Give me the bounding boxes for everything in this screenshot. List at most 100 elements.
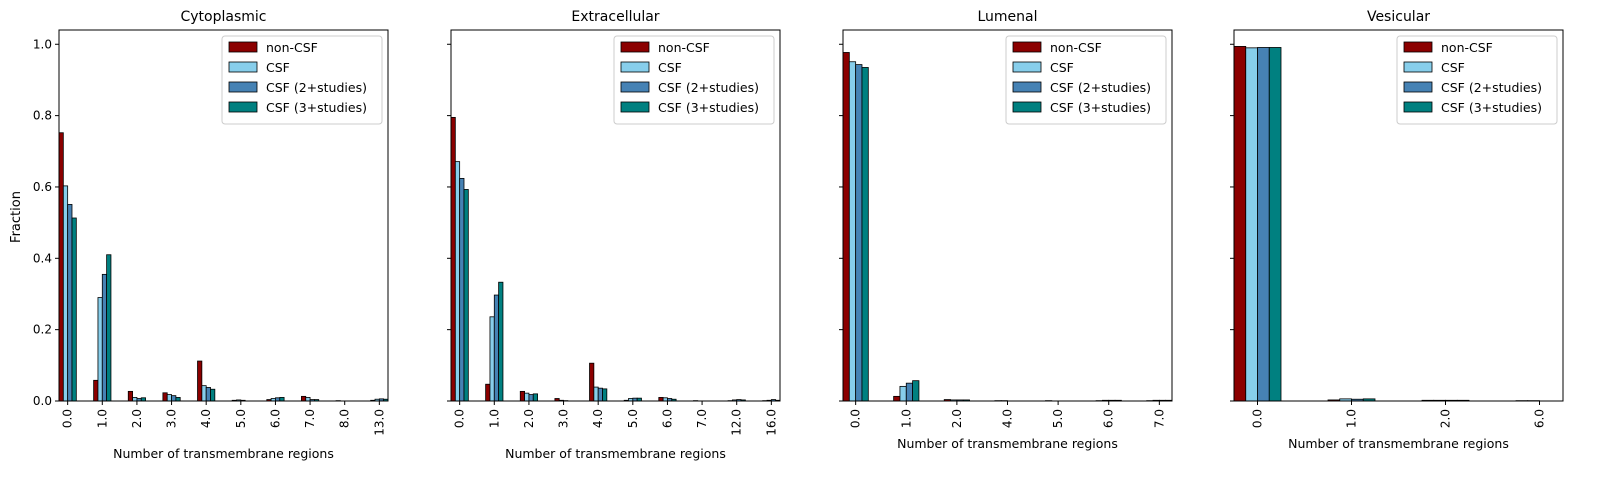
legend-label: CSF (3+studies) <box>1050 100 1151 115</box>
bar <box>1245 47 1258 402</box>
bar <box>597 387 603 402</box>
x-tick-label: 1.0 <box>487 409 501 428</box>
x-tick-label: 5.0 <box>626 409 640 428</box>
bar <box>210 388 216 402</box>
x-tick-label: 2.0 <box>950 409 964 428</box>
bar <box>162 392 168 402</box>
bar <box>279 397 285 402</box>
bar <box>305 397 311 402</box>
x-tick-label: 6.0 <box>1533 409 1547 428</box>
y-tick-label: 0.0 <box>33 394 52 408</box>
legend-frame <box>1005 35 1167 125</box>
legend-swatch <box>1403 81 1433 93</box>
x-tick-label: 1.0 <box>899 409 913 428</box>
legend-frame <box>221 35 383 125</box>
bar <box>899 385 907 402</box>
bar <box>171 395 177 402</box>
legend-label: non-CSF <box>1441 40 1493 55</box>
bar <box>593 386 599 402</box>
subplot-cytoplasmic: 0.0 0.2 0.4 0.6 0.8 1.0 0.0 1.0 2.0 3.0 4.0 5.0 6.0 7… <box>33 9 389 461</box>
x-tick-label: 3.0 <box>165 409 179 428</box>
x-tick-label: 0.0 <box>61 409 75 428</box>
legend-label: non-CSF <box>1050 40 1102 55</box>
bar <box>498 281 504 402</box>
bar <box>450 117 456 402</box>
legend-label: CSF (2+studies) <box>1050 80 1151 95</box>
x-tick-label: 2.0 <box>522 409 536 428</box>
bar <box>106 254 112 402</box>
bar <box>524 392 530 402</box>
x-tick-label: 8.0 <box>338 409 352 428</box>
legend-swatch <box>1012 81 1042 93</box>
legend: non-CSF CSF CSF (2+studies) CSF (3+studies) <box>1396 35 1558 125</box>
x-tick-label: 0.0 <box>453 409 467 428</box>
legend-swatch <box>228 61 258 73</box>
x-tick-label: 7.0 <box>1152 409 1166 428</box>
x-tick-label: 4.0 <box>591 409 605 428</box>
bar <box>97 297 103 402</box>
axes-frame <box>450 29 781 402</box>
y-axis-label: Fraction <box>9 191 24 243</box>
y-tick-label: 0.8 <box>33 109 52 123</box>
legend-label: CSF (2+studies) <box>266 80 367 95</box>
x-tick-label: 2.0 <box>1439 409 1453 428</box>
legend-frame <box>1396 35 1558 125</box>
y-tick-label: 0.4 <box>33 251 52 265</box>
legend: non-CSF CSF CSF (2+studies) CSF (3+studies) <box>1005 35 1167 125</box>
bar <box>1257 47 1270 402</box>
bar <box>905 382 914 402</box>
legend: non-CSF CSF CSF (2+studies) CSF (3+studies) <box>221 35 383 125</box>
subplot-extracellular: 0.0 1.0 2.0 3.0 4.0 5.0 6.0 7.0 12.0 16.0 Extracel… <box>447 9 781 461</box>
legend-swatch <box>620 41 650 53</box>
bar <box>519 390 525 402</box>
bar <box>602 388 608 402</box>
x-tick-label: 0.0 <box>849 409 863 428</box>
bar <box>861 67 869 402</box>
subplot-title: Cytoplasmic <box>181 9 267 25</box>
x-tick-label: 5.0 <box>234 409 248 428</box>
bar <box>855 64 863 402</box>
legend-label: non-CSF <box>266 40 318 55</box>
x-tick-label: 3.0 <box>557 409 571 428</box>
legend-label: CSF (3+studies) <box>658 100 759 115</box>
legend-swatch <box>1012 61 1042 73</box>
x-tick-label: 7.0 <box>695 409 709 428</box>
x-tick-label: 1.0 <box>95 409 109 428</box>
x-tick-label: 6.0 <box>268 409 282 428</box>
subplot-title: Extracellular <box>571 9 659 25</box>
bar <box>485 383 491 402</box>
bar <box>175 397 181 402</box>
x-tick-label: 12.0 <box>730 409 744 436</box>
bar <box>62 185 69 402</box>
legend-label: CSF <box>1441 60 1465 75</box>
subplot-vesicular: 0.0 1.0 2.0 6.0 Vesicular Number of transmemb… <box>1230 9 1564 451</box>
axes-frame <box>1233 29 1564 402</box>
bar <box>1233 46 1247 402</box>
x-tick-label: 4.0 <box>1001 409 1015 428</box>
x-axis-label: Number of transmembrane regions <box>897 436 1118 451</box>
legend-swatch <box>620 81 650 93</box>
bar <box>658 397 664 402</box>
bar <box>532 393 538 402</box>
bar <box>589 362 595 402</box>
y-tick-label: 0.6 <box>33 180 52 194</box>
legend-label: non-CSF <box>658 40 710 55</box>
bar <box>848 61 857 402</box>
legend-swatch <box>1403 41 1433 53</box>
legend-swatch <box>1403 61 1433 73</box>
legend-swatch <box>228 101 258 113</box>
bar <box>528 394 534 402</box>
x-tick-label: 1.0 <box>1345 409 1359 428</box>
x-tick-label: 0.0 <box>1251 409 1265 428</box>
x-tick-label: 7.0 <box>303 409 317 428</box>
legend-swatch <box>1012 41 1042 53</box>
bar <box>132 397 138 402</box>
bar <box>1268 47 1282 402</box>
bar <box>893 395 901 402</box>
x-tick-label: 5.0 <box>1051 409 1065 428</box>
bar <box>493 294 500 402</box>
bar <box>93 379 99 402</box>
bar <box>201 385 207 402</box>
y-tick-label: 1.0 <box>33 37 52 51</box>
